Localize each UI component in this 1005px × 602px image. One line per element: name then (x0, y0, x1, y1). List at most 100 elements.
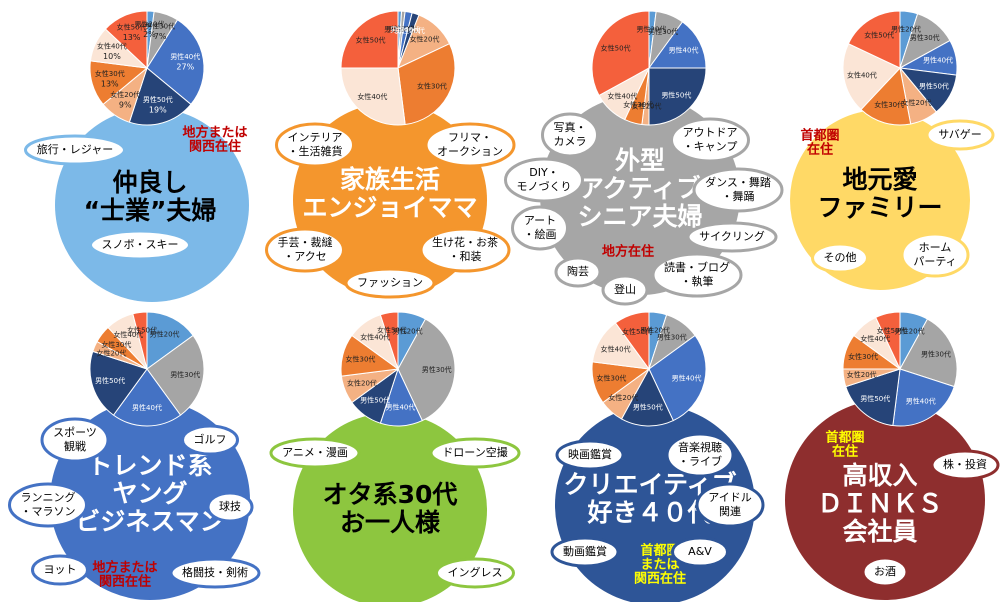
slice-label: 女性20代 (902, 98, 932, 107)
region-label: 地方在住 (602, 244, 654, 260)
interest-tag-label: 写真・ (554, 120, 587, 134)
slice-label: 女性50代 (356, 36, 386, 45)
interest-tag-label: 動画鑑賞 (563, 544, 607, 558)
segment-title: お一人様 (340, 508, 441, 537)
slice-label: 女性20代 (608, 393, 638, 402)
interest-tag-label: サイクリング (699, 229, 765, 243)
segment-title: オタ系30代 (323, 480, 458, 509)
pie-slice (648, 21, 707, 69)
interest-tag (695, 482, 765, 528)
interest-tag (930, 449, 1000, 481)
interest-tag (435, 557, 515, 589)
pie-slice (842, 43, 901, 111)
segment-title: 外型 (615, 146, 665, 175)
slice-label: 女性40代 (860, 334, 890, 343)
slice-label: 女性30代 (874, 100, 904, 109)
interest-tag-label: サバゲー (938, 128, 982, 141)
slice-label: 女性20代 (347, 378, 377, 387)
pie-slice (620, 367, 674, 427)
interest-tag (24, 134, 126, 166)
pie-slice (146, 19, 205, 106)
interest-tag (424, 122, 516, 168)
interest-tag-label: アート (524, 214, 556, 227)
interest-tag-label: ・マラソン (21, 505, 76, 518)
pie-slice (128, 67, 192, 126)
interest-tag (429, 437, 521, 469)
interest-tag (861, 556, 909, 588)
interest-tag-label: フリマ・ (448, 131, 492, 144)
slice-label: 女性40代 (360, 333, 390, 342)
interest-tag (504, 157, 584, 203)
pie-slice (112, 368, 182, 427)
slice-label: 男性50代 (360, 395, 390, 404)
slice-label: 男性50代 (860, 394, 890, 403)
slice-label: 男性20代 (384, 24, 414, 33)
slice-label: 女性50代 (864, 30, 894, 39)
region-label: または (640, 558, 679, 573)
pie-slice (845, 368, 901, 427)
segment-title: 家族生活 (340, 165, 440, 194)
interest-tag-label: 球技 (219, 499, 241, 513)
slice-value-label: 10% (103, 52, 121, 61)
slice-label: 女性50代 (601, 43, 631, 52)
slice-label: 女性30代 (596, 374, 626, 383)
slice-label: 男性50代 (633, 403, 663, 412)
slice-label: 男性40代 (906, 397, 936, 406)
region-label: 関西在住 (634, 571, 686, 587)
segment-title: 会社員 (842, 517, 917, 546)
interest-tag-label: 格闘技・剣術 (182, 565, 248, 579)
slice-label: 女性30代 (417, 82, 447, 91)
slice-label: 男性50代 (661, 90, 691, 99)
pie-slice (892, 368, 955, 427)
segment-title: “士業”夫婦 (84, 196, 217, 225)
slice-label: 男性30代 (657, 333, 687, 342)
pie-slice (132, 311, 148, 370)
slice-label: 女性50代 (117, 22, 147, 31)
interest-tag-label: ホーム (919, 241, 952, 254)
pie-slice (847, 10, 901, 69)
interest-tag (555, 439, 625, 471)
pie-slice (397, 43, 456, 126)
interest-tag-label: オークション (437, 145, 503, 158)
interest-tag (900, 232, 970, 278)
interest-tag-label: A&V (688, 545, 712, 558)
pie-slice (648, 67, 707, 126)
interest-tag-label: 陶芸 (567, 264, 589, 278)
slice-label: 男性50代 (95, 376, 125, 385)
interest-tag (344, 267, 436, 299)
interest-tag (169, 557, 261, 589)
interest-tag-label: ・和装 (449, 250, 482, 263)
slice-label: 男性50代 (395, 26, 425, 35)
slice-label: 男性40代 (669, 45, 699, 54)
panel-blob (785, 400, 985, 600)
interest-tag-label: お酒 (874, 565, 896, 578)
slice-label: 女性40代 (601, 344, 631, 353)
slice-label: 男性20代 (895, 326, 925, 335)
pie-slice (89, 350, 148, 416)
interest-tag (181, 424, 239, 456)
interest-tag (31, 554, 89, 586)
slice-label: 女性40代 (357, 92, 387, 101)
segment-title: ＤＩＮＫＳ (817, 489, 942, 518)
interest-tag-label: ドローン空撮 (442, 445, 507, 459)
pie-slice (899, 318, 958, 388)
interest-tag (541, 112, 599, 158)
region-label: 関西在住 (189, 139, 241, 155)
region-label: 首都圏 (800, 128, 839, 144)
pie-slice (875, 311, 901, 370)
segment-title: ヤング (112, 479, 187, 508)
pie-slice (614, 311, 650, 371)
slice-label: 男性50代 (143, 95, 173, 104)
interest-tag (692, 167, 784, 213)
interest-tag (275, 122, 355, 168)
interest-tag (665, 432, 735, 478)
slice-label: 男性20代 (393, 326, 423, 335)
slice-label: 男性30代 (170, 370, 200, 379)
slice-label: 男性40代 (390, 25, 420, 34)
interest-tag-label: 手芸・裁縫 (278, 235, 333, 249)
pie-slice (146, 311, 194, 370)
slice-label: 男性40代 (385, 403, 415, 412)
slice-value-label: 13% (101, 79, 119, 88)
slice-value-label: 13% (123, 33, 141, 42)
slice-label: 女性30代 (95, 69, 125, 78)
